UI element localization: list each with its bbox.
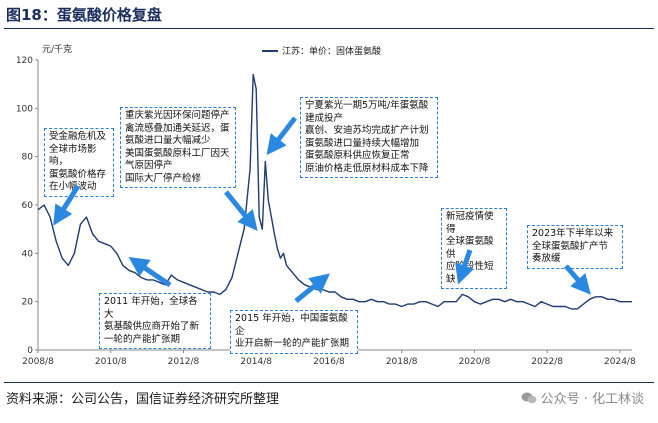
annotation-2011-expansion: 2011 年开始，全球各大 氨基酸供应商开始了新 一轮的产能扩张期 bbox=[99, 293, 211, 349]
annotation-2015-expansion: 2015 年开始，中国蛋氨酸企 业开启新一轮的产能扩张期 bbox=[230, 310, 358, 354]
y-tick-label: 120 bbox=[16, 56, 33, 66]
arrow-icon bbox=[294, 273, 330, 303]
arrow-icon bbox=[266, 116, 297, 156]
source-note: 资料来源：公司公告，国信证券经济研究所整理 bbox=[6, 392, 280, 407]
x-tick-label: 2018/8 bbox=[386, 357, 418, 367]
arrow-icon bbox=[224, 190, 258, 231]
annotation-2015-oversupply: 宁夏紫光一期5万吨/年蛋氨酸 建成投产 赢创、安迪苏均完成扩产计划 蛋氨酸进口量… bbox=[300, 97, 438, 178]
y-tick-label: 80 bbox=[22, 153, 34, 163]
y-tick-label: 40 bbox=[22, 249, 34, 259]
x-tick-label: 2024/8 bbox=[604, 357, 636, 367]
x-tick-label: 2010/8 bbox=[95, 357, 127, 367]
legend-label: 江苏：单价：固体蛋氨酸 bbox=[282, 47, 382, 57]
arrow-icon bbox=[564, 264, 591, 295]
y-tick-label: 60 bbox=[22, 201, 34, 211]
arrow-icon bbox=[128, 256, 172, 288]
x-tick-label: 2016/8 bbox=[313, 357, 345, 367]
x-tick-label: 2014/8 bbox=[240, 357, 272, 367]
arrow-icon bbox=[455, 249, 475, 285]
price-line-chart: 0 20 40 60 80 100 120 2008/8 2010/8 2012/8 2014/8 2… bbox=[16, 56, 636, 367]
x-tick-label: 2020/8 bbox=[459, 357, 491, 367]
watermark: 公众号 · 化工林谈 bbox=[521, 388, 644, 407]
annotation-2014-supply-shock: 重庆紫光因环保问题停产 禽流感叠加通关延迟，蛋 氨酸进口量大幅减少 美国蛋氨酸原… bbox=[120, 107, 236, 188]
watermark-text: 公众号 · 化工林谈 bbox=[540, 392, 644, 407]
annotation-2023-slowdown: 2023年下半年以来 全球蛋氨酸扩产节 奏放缓 bbox=[527, 225, 623, 269]
legend: 江苏：单价：固体蛋氨酸 bbox=[262, 44, 381, 57]
bottom-divider bbox=[4, 382, 654, 383]
x-tick-label: 2022/8 bbox=[531, 357, 563, 367]
y-tick-label: 100 bbox=[16, 104, 33, 114]
wechat-icon bbox=[521, 392, 537, 403]
figure-title: 图18：蛋氨酸价格复盘 bbox=[6, 6, 162, 24]
arrow-icon bbox=[53, 184, 81, 226]
y-tick-label: 20 bbox=[22, 298, 34, 308]
y-tick-label: 0 bbox=[27, 346, 33, 356]
x-tick-label: 2008/8 bbox=[22, 357, 54, 367]
top-divider bbox=[4, 28, 654, 29]
y-axis-label: 元/千克 bbox=[42, 45, 73, 55]
x-tick-label: 2012/8 bbox=[168, 357, 200, 367]
annotation-financial-crisis: 受金融危机及 全球市场影响， 蛋氨酸价格存 在小幅波动 bbox=[44, 128, 114, 197]
legend-swatch bbox=[262, 49, 278, 52]
